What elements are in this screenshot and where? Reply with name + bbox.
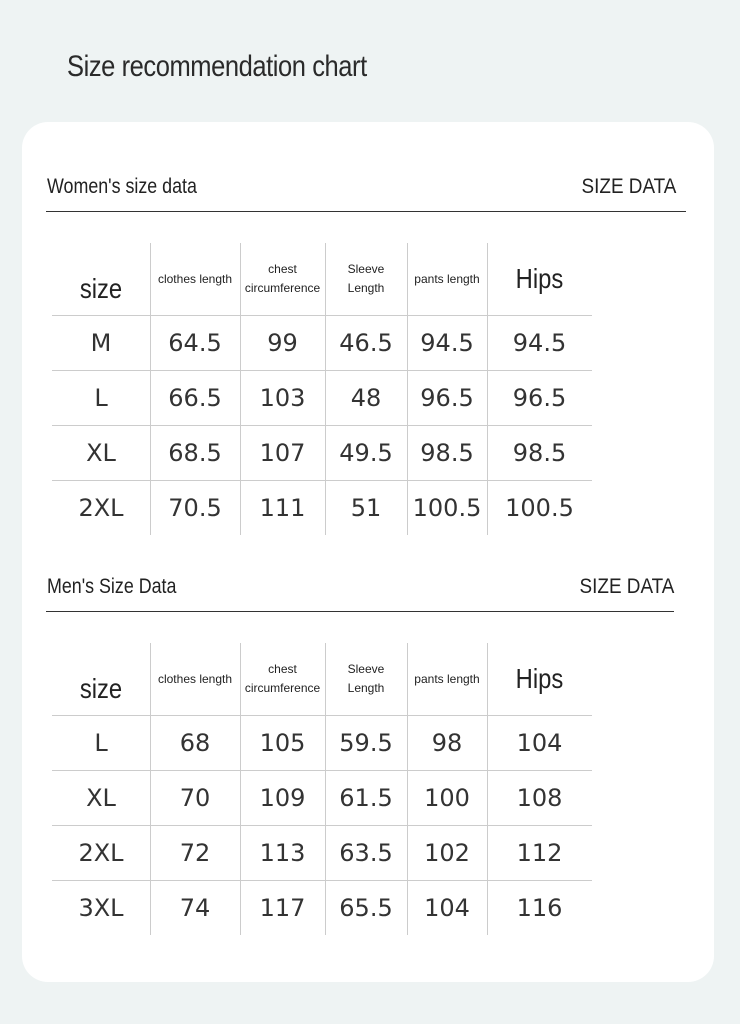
column-header: Hips: [515, 663, 564, 694]
table-cell: 104: [424, 893, 470, 922]
section-rule: [46, 611, 674, 612]
column-divider: [240, 243, 241, 535]
table-cell: 61.5: [339, 783, 393, 812]
page-title: Size recommendation chart: [67, 50, 367, 83]
table-cell: 51: [350, 493, 382, 522]
table-cell: 108: [516, 783, 563, 812]
column-divider: [407, 643, 408, 935]
section-rule: [46, 211, 686, 212]
column-header: size: [79, 673, 123, 704]
row-divider: [52, 315, 592, 316]
column-header: chest circumference: [244, 662, 321, 695]
table-cell: L: [94, 728, 108, 757]
column-header: clothes length: [157, 671, 233, 686]
table-cell: 2XL: [78, 838, 124, 867]
table-cell: 70: [179, 783, 211, 812]
row-divider: [52, 715, 592, 716]
table-cell: XL: [86, 438, 116, 467]
table-cell: 65.5: [339, 893, 393, 922]
table-cell: L: [94, 383, 108, 412]
table-cell: 117: [259, 893, 306, 922]
section-tag: SIZE DATA: [579, 575, 674, 598]
column-divider: [240, 643, 241, 935]
table-cell: 103: [259, 383, 306, 412]
column-divider: [407, 243, 408, 535]
section-title: Men's Size Data: [47, 575, 177, 598]
table-cell: 107: [259, 438, 306, 467]
table-cell: 102: [424, 838, 470, 867]
table-cell: XL: [86, 783, 116, 812]
table-cell: 98.5: [420, 438, 474, 467]
table-cell: 96.5: [512, 383, 567, 412]
table-cell: 74: [179, 893, 211, 922]
table-cell: 66.5: [168, 383, 222, 412]
column-header: size: [79, 273, 123, 304]
column-divider: [150, 643, 151, 935]
table-cell: 105: [259, 728, 306, 757]
section-title: Women's size data: [47, 175, 197, 198]
column-header: Sleeve Length: [347, 262, 385, 295]
column-divider: [325, 243, 326, 535]
table-cell: 48: [350, 383, 382, 412]
table-cell: 96.5: [420, 383, 474, 412]
table-cell: 68.5: [168, 438, 222, 467]
column-header: pants length: [414, 671, 480, 686]
row-divider: [52, 425, 592, 426]
column-divider: [150, 243, 151, 535]
column-header: pants length: [414, 271, 480, 286]
table-cell: 70.5: [168, 493, 222, 522]
column-header: chest circumference: [244, 262, 321, 295]
row-divider: [52, 370, 592, 371]
table-cell: 99: [267, 328, 298, 357]
table-cell: 100.5: [505, 493, 574, 522]
table-cell: 2XL: [78, 493, 124, 522]
table-cell: 63.5: [339, 838, 393, 867]
column-divider: [487, 643, 488, 935]
table-cell: 49.5: [339, 438, 393, 467]
table-cell: 109: [259, 783, 306, 812]
table-cell: 59.5: [339, 728, 393, 757]
column-divider: [487, 243, 488, 535]
column-divider: [325, 643, 326, 935]
table-cell: 112: [516, 838, 563, 867]
table-cell: 3XL: [78, 893, 124, 922]
section-tag: SIZE DATA: [581, 175, 676, 198]
row-divider: [52, 480, 592, 481]
row-divider: [52, 880, 592, 881]
table-cell: 113: [259, 838, 306, 867]
table-cell: 100.5: [412, 493, 482, 522]
table-cell: 116: [516, 893, 563, 922]
row-divider: [52, 825, 592, 826]
table-cell: 100: [424, 783, 470, 812]
column-header: Sleeve Length: [347, 662, 385, 695]
table-cell: 64.5: [168, 328, 222, 357]
card: [22, 122, 714, 982]
table-cell: 98: [431, 728, 463, 757]
table-cell: 111: [259, 493, 306, 522]
column-header: Hips: [515, 263, 564, 294]
table-cell: 94.5: [512, 328, 567, 357]
table-cell: M: [90, 328, 112, 357]
table-cell: 68: [179, 728, 211, 757]
row-divider: [52, 770, 592, 771]
column-header: clothes length: [157, 271, 233, 286]
table-cell: 104: [516, 728, 563, 757]
table-cell: 94.5: [420, 328, 474, 357]
table-cell: 46.5: [339, 328, 393, 357]
table-cell: 98.5: [512, 438, 567, 467]
table-cell: 72: [179, 838, 211, 867]
